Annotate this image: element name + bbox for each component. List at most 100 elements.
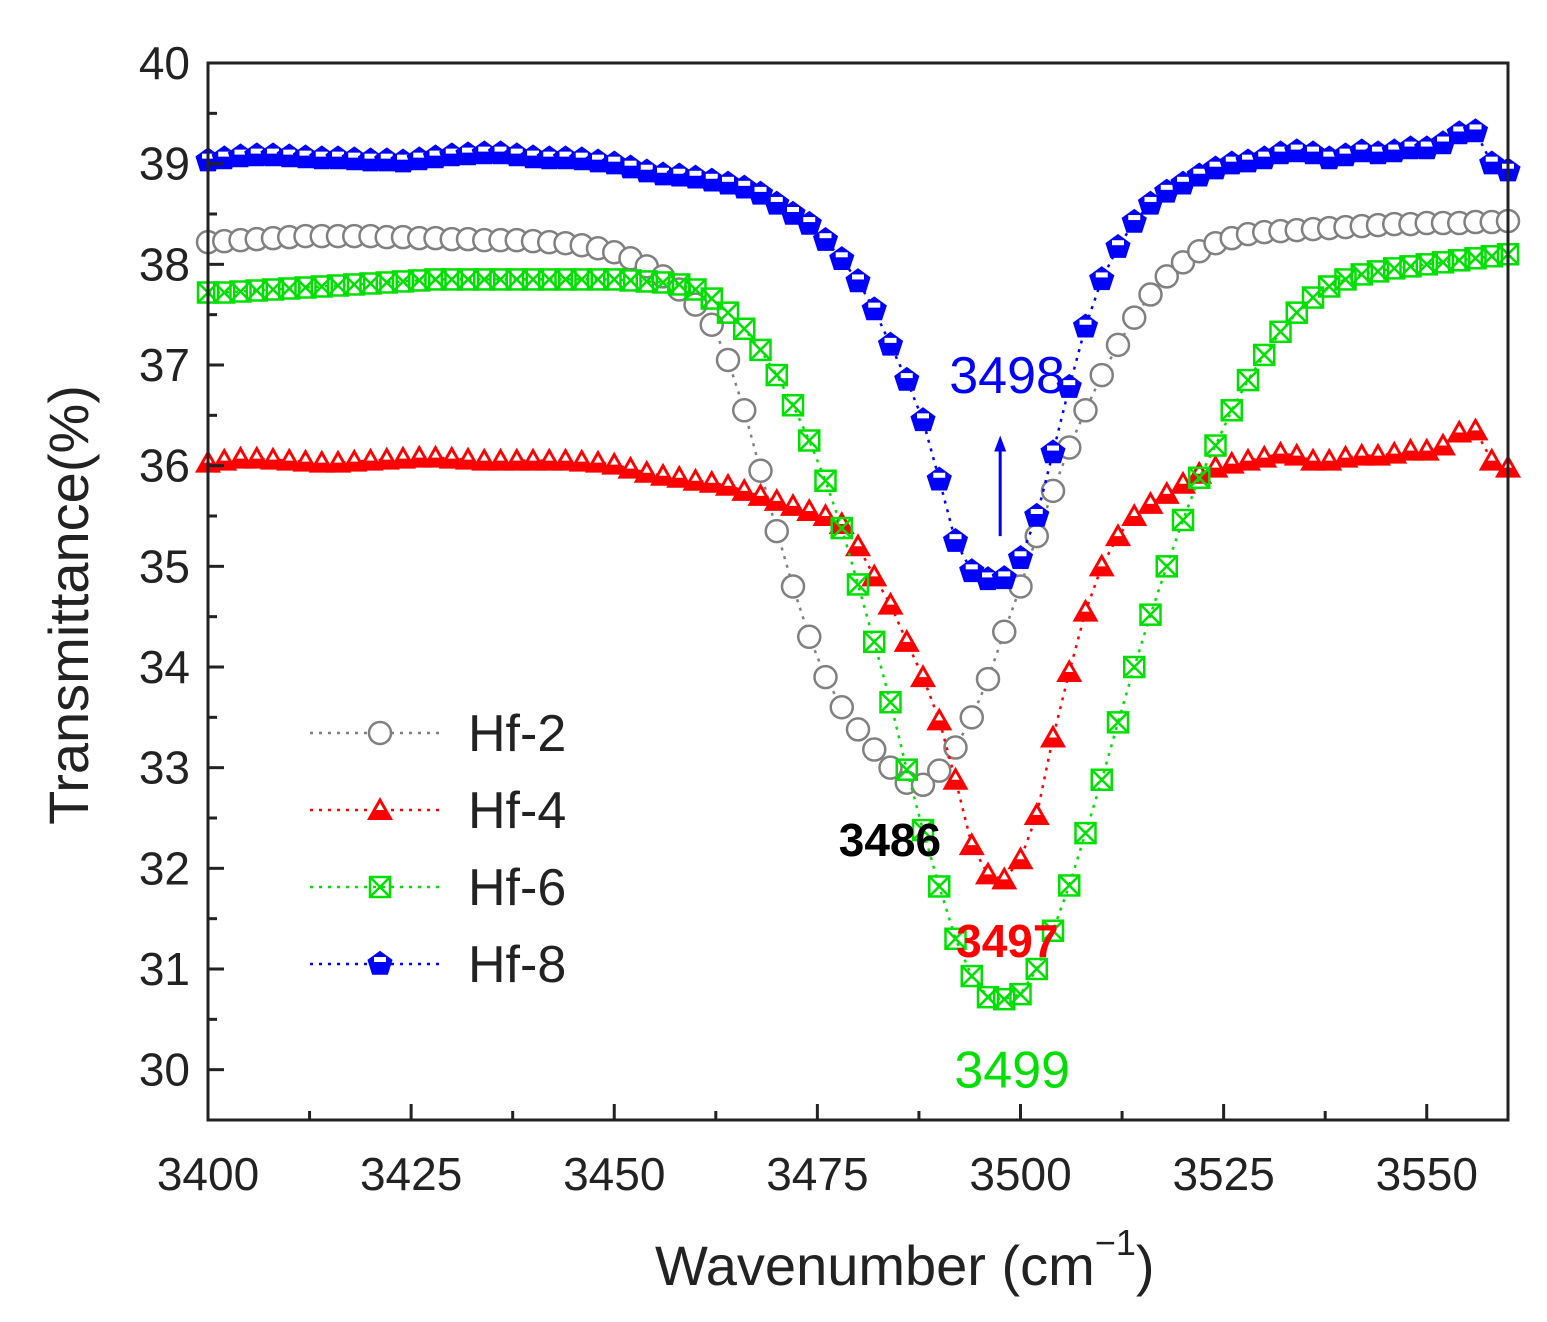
square-marker [895,758,918,781]
square-marker [781,394,805,417]
y-tick-label: 36 [139,440,190,492]
data-point [910,664,936,688]
square-marker [1431,251,1455,274]
data-point [1188,466,1211,489]
pentagon-marker-highlight [1274,146,1287,152]
data-point [926,707,953,731]
triangle-marker-highlight [350,454,359,462]
y-tick-label: 40 [139,37,190,89]
cross-marker [879,691,902,714]
pentagon-marker-highlight [429,150,442,156]
pentagon-marker [845,268,871,293]
pentagon-marker-highlight [884,337,897,343]
pentagon-marker-highlight [1030,509,1043,514]
pentagon-marker-highlight [575,152,588,158]
triangle-marker-highlight [252,451,261,459]
pentagon-marker-highlight [1258,151,1271,157]
square-marker [229,280,252,303]
triangle-marker-highlight [1455,425,1464,433]
pentagon-marker-highlight [250,148,263,154]
square-marker [1155,555,1178,578]
data-point [862,737,887,762]
square-marker [1025,957,1048,981]
data-point [861,296,887,321]
data-point [1089,266,1115,291]
pentagon-marker [367,950,393,975]
data-point [1023,801,1050,825]
data-point [796,210,822,235]
data-point [764,190,790,215]
pentagon-marker-highlight [299,150,312,156]
pentagon-marker-highlight [1160,184,1173,190]
series-line [207,219,1509,787]
triangle-marker-highlight [236,451,245,459]
pentagon-marker-highlight [1339,148,1352,154]
y-tick-label: 32 [139,842,190,894]
data-point [1072,598,1099,622]
data-point [1009,982,1032,1006]
axes-layer: 3400 3425 3450 3475 3500 3525 3550 30 31 32 33 34 35… [139,37,1510,1200]
square-marker [716,301,740,324]
square-marker [1074,821,1097,845]
data-point [715,347,741,373]
triangle-marker-highlight [984,867,992,875]
cross-marker [798,429,821,452]
triangle-marker-highlight [464,452,472,460]
pentagon-marker-highlight [397,154,409,160]
pentagon-marker-highlight [1209,161,1222,167]
square-marker [489,268,512,291]
triangle-marker-highlight [1260,450,1269,458]
cross-marker [928,875,951,898]
triangle-marker-highlight [870,569,879,577]
square-marker [1269,320,1292,344]
pentagon-marker-highlight [1355,144,1368,150]
pentagon-marker-highlight [900,373,913,379]
data-point [276,447,303,471]
cross-marker [1025,958,1048,980]
data-point [991,565,1017,590]
circle-marker [797,624,822,650]
pentagon-marker-highlight [803,217,816,223]
legend-label: Hf-8 [468,936,566,994]
pentagon-marker-highlight [267,148,279,154]
annotation-label: 3497 [956,915,1058,967]
data-point [1253,343,1276,367]
data-point [1106,711,1130,734]
pentagon-marker-highlight [559,151,572,157]
data-point [1089,362,1114,388]
pentagon-marker-highlight [1177,176,1189,182]
square-marker [1366,260,1390,283]
triangle-marker-highlight [1162,486,1171,494]
square-marker [310,275,333,298]
pentagon-marker-highlight [722,176,734,182]
triangle-marker-highlight [886,597,895,605]
data-point [928,875,951,898]
pentagon-marker-highlight [738,180,751,186]
x-tick-label: 3400 [157,1148,259,1200]
circle-marker [715,347,741,373]
data-point [893,628,920,652]
annotations-layer: 3498 3486 3497 3499 [839,347,1070,1100]
pentagon-marker-highlight [592,154,604,160]
square-marker [554,268,577,291]
data-point [765,363,788,387]
data-point [1462,118,1489,143]
triangle-marker-highlight [1390,446,1399,454]
pentagon-marker-highlight [1063,380,1076,386]
square-marker [440,268,463,291]
pentagon-marker-highlight [754,186,767,192]
cross-marker [1090,768,1113,791]
triangle-marker-highlight [594,455,602,463]
square-marker [424,268,447,291]
data-point [260,446,286,470]
pentagon-marker-highlight [770,196,783,202]
data-point [828,511,855,535]
triangle-marker-highlight [220,453,229,461]
data-point [732,398,757,423]
data-point [1430,432,1456,456]
data-point [780,574,806,599]
pentagon-marker-highlight [640,164,653,170]
data-point [927,758,952,783]
square-marker [749,338,772,362]
cross-marker [1237,369,1259,391]
